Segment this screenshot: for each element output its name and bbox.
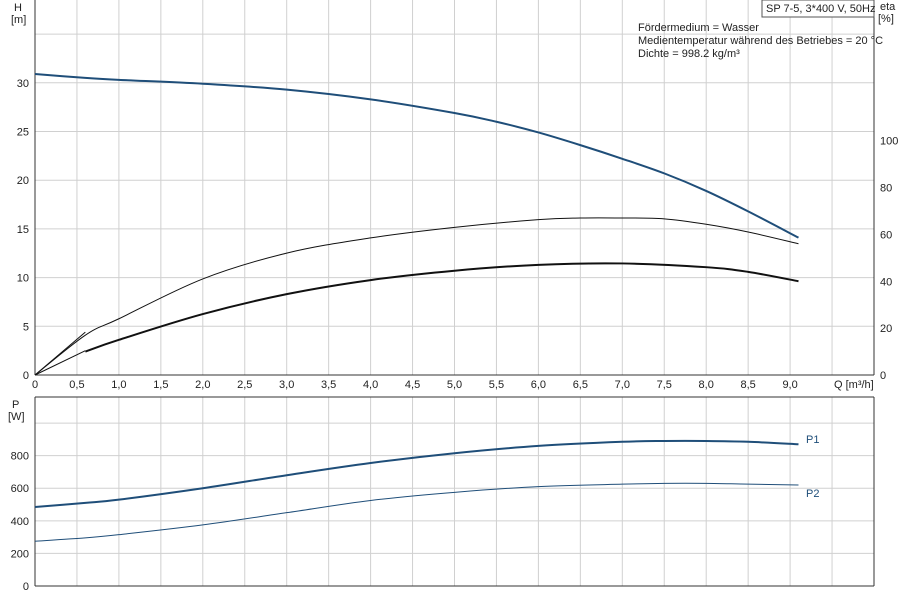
x-tick-label: 7,5: [657, 379, 672, 391]
x-tick-label: 0,5: [69, 379, 84, 391]
left-y-tick-label: 25: [17, 126, 29, 138]
efficiency-eta-curve: [34, 217, 799, 376]
right-y-tick-label: 20: [880, 323, 892, 335]
h-axis-unit: [m]: [11, 14, 26, 26]
model-box: [761, 0, 875, 18]
info-temperature: Medientemperatur während des Betriebes =…: [638, 35, 883, 47]
q-axis-label: Q [m³/h]: [834, 379, 874, 391]
right-y-tick-label: 60: [880, 229, 892, 241]
x-tick-label: 5,5: [489, 379, 504, 391]
x-tick-label: 6,0: [531, 379, 546, 391]
model-label: SP 7-5, 3*400 V, 50Hz: [766, 3, 875, 15]
p-y-tick-label: 600: [11, 483, 29, 495]
left-y-tick-label: 10: [17, 273, 29, 285]
head-curve: [34, 73, 799, 239]
p-y-tick-label: 800: [11, 451, 29, 463]
p2-series-label: P2: [806, 488, 819, 500]
lower-plot: 0 200 400 600 800 P [W] P1 P2: [8, 396, 875, 593]
p2-power-curve: [34, 482, 799, 542]
x-tick-labels: 0 0,5 1,0 1,5 2,0 2,5 3,0 3,5 4,0 4,5 5,0 5,5 6,0 6,5…: [32, 379, 798, 391]
x-tick-label: 1,5: [153, 379, 168, 391]
x-tick-label: 3,0: [279, 379, 294, 391]
x-tick-label: 1,0: [111, 379, 126, 391]
upper-series: [34, 73, 799, 376]
right-y-tick-labels: 0 20 40 60 80 100: [880, 136, 898, 382]
x-tick-label: 8,0: [699, 379, 714, 391]
right-y-tick-label: 100: [880, 136, 898, 148]
x-tick-label: 6,5: [573, 379, 588, 391]
lower-y-tick-labels: 0 200 400 600 800: [11, 451, 29, 593]
x-tick-label: 9,0: [782, 379, 797, 391]
eta-axis-unit: [%]: [878, 13, 894, 25]
p-axis-label: P: [12, 399, 19, 411]
x-tick-label: 4,5: [405, 379, 420, 391]
efficiency-extension-line: [34, 331, 86, 376]
h-axis-label: H: [14, 2, 22, 14]
x-tick-label: 5,0: [447, 379, 462, 391]
p1-series-label: P1: [806, 434, 819, 446]
p-y-tick-label: 200: [11, 548, 29, 560]
left-y-tick-label: 15: [17, 224, 29, 236]
efficiency-total-curve: [85, 262, 799, 353]
right-y-tick-label: 40: [880, 276, 892, 288]
x-tick-label: 3,5: [321, 379, 336, 391]
lower-series: [34, 439, 799, 542]
lower-grid: [34, 397, 874, 587]
right-y-tick-label: 80: [880, 183, 892, 195]
upper-plot: 0 0,5 1,0 1,5 2,0 2,5 3,0 3,5 4,0 4,5 5,0 5,5 6,0 6,5…: [11, 0, 898, 391]
x-tick-label: 8,5: [741, 379, 756, 391]
x-tick-label: 7,0: [615, 379, 630, 391]
left-y-tick-label: 30: [17, 78, 29, 90]
left-y-tick-label: 5: [23, 321, 29, 333]
left-y-tick-label: 0: [23, 370, 29, 382]
p-y-tick-label: 0: [23, 581, 29, 593]
right-y-tick-label: 0: [880, 370, 886, 382]
left-y-tick-labels: 0 5 10 15 20 25 30: [17, 78, 29, 382]
x-tick-label: 4,0: [363, 379, 378, 391]
info-density: Dichte = 998.2 kg/m³: [638, 48, 740, 60]
efficiency-total-extension-line: [34, 350, 86, 376]
p-axis-unit: [W]: [8, 411, 25, 423]
p1-power-curve: [34, 439, 799, 508]
eta-axis-label: eta: [880, 1, 896, 13]
x-tick-label: 0: [32, 379, 38, 391]
p-y-tick-label: 400: [11, 516, 29, 528]
info-medium: Fördermedium = Wasser: [638, 22, 759, 34]
x-tick-label: 2,5: [237, 379, 252, 391]
x-tick-label: 2,0: [195, 379, 210, 391]
upper-grid: [34, 0, 874, 376]
left-y-tick-label: 20: [17, 175, 29, 187]
